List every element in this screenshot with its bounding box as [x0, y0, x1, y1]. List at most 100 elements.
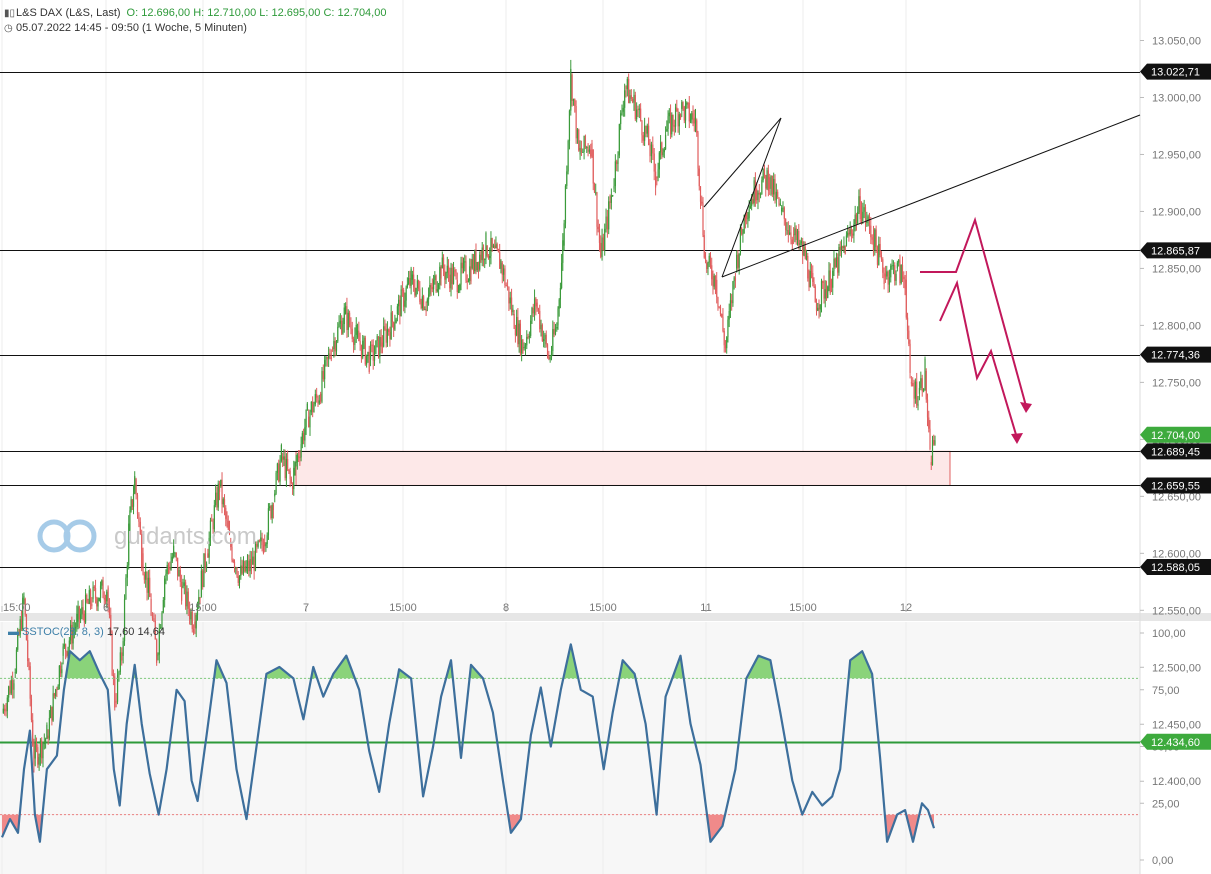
- candle-body: [364, 337, 366, 365]
- candle-body: [209, 520, 212, 538]
- chart-header: ▮▯ L&S DAX (L&S, Last) O: 12.696,00 H: 1…: [4, 6, 386, 36]
- y-tick-label: 75,00: [1152, 685, 1180, 697]
- candle-body: [372, 344, 374, 361]
- candle-body: [22, 597, 24, 629]
- candle-body: [688, 102, 690, 122]
- candle-body: [337, 326, 339, 342]
- candle-body: [4, 708, 6, 712]
- candle-body: [556, 327, 558, 329]
- candle-body: [492, 245, 495, 248]
- candle-body: [103, 597, 105, 600]
- candle-body: [616, 161, 618, 165]
- candle-body: [904, 279, 906, 289]
- candle-body: [241, 565, 243, 574]
- candle-body: [130, 499, 132, 511]
- candle-body: [393, 322, 395, 330]
- candle-body: [628, 78, 630, 104]
- candle-body: [178, 569, 180, 577]
- candle-body: [470, 266, 472, 282]
- candle-body: [51, 706, 53, 721]
- candle-body: [295, 462, 297, 464]
- candle-body: [161, 612, 163, 628]
- candle-body: [929, 428, 931, 450]
- x-tick-label: 15:00: [589, 602, 617, 614]
- candle-body: [583, 135, 585, 152]
- candle-body: [424, 309, 426, 311]
- candle-body: [116, 675, 119, 702]
- candle-body: [91, 603, 93, 607]
- candle-body: [835, 257, 838, 268]
- candle-body: [475, 251, 477, 271]
- candle-body: [572, 98, 575, 101]
- candle-body: [518, 323, 520, 345]
- candle-body: [441, 257, 443, 269]
- candle-body: [359, 341, 361, 345]
- candle-body: [432, 280, 435, 290]
- candle-body: [562, 240, 564, 263]
- candle-body: [348, 312, 351, 326]
- candle-body: [571, 74, 573, 101]
- candle-body: [737, 254, 739, 268]
- candle-body: [487, 255, 490, 259]
- candle-body: [813, 281, 815, 287]
- candle-body: [257, 540, 259, 547]
- support-tag-box: [1140, 733, 1211, 750]
- candle-body: [436, 289, 438, 292]
- candle-body: [294, 462, 296, 468]
- candle-body: [18, 631, 20, 635]
- candle-body: [681, 102, 683, 109]
- candle-body: [12, 680, 14, 690]
- candle-body: [684, 104, 687, 121]
- candle-body: [84, 594, 87, 623]
- candle-body: [791, 239, 793, 245]
- candle-body: [921, 378, 923, 392]
- candle-body: [343, 307, 345, 325]
- y-tick-label: 12.800,00: [1152, 320, 1201, 332]
- candle-body: [530, 320, 532, 336]
- candle-body: [758, 192, 760, 195]
- y-tick-label: 12.900,00: [1152, 206, 1201, 218]
- candle-body: [812, 272, 814, 282]
- candle-body: [709, 255, 712, 266]
- candle-body: [676, 107, 678, 112]
- candle-body: [765, 175, 767, 189]
- candle-body: [839, 247, 841, 252]
- candle-body: [714, 275, 717, 290]
- candle-body: [46, 724, 48, 739]
- candle-body: [818, 307, 820, 310]
- candle-body: [774, 179, 776, 201]
- instrument-name: L&S DAX (L&S, Last): [16, 7, 121, 19]
- candle-body: [305, 409, 307, 428]
- candle-body: [661, 142, 663, 156]
- candle-body: [606, 216, 608, 230]
- candle-body: [825, 289, 828, 299]
- candle-body: [653, 153, 655, 172]
- candle-body: [208, 537, 210, 558]
- candle-body: [236, 567, 238, 577]
- candle-body: [253, 556, 255, 571]
- candle-body: [395, 319, 397, 324]
- candle-body: [497, 249, 500, 253]
- candle-body: [512, 308, 514, 313]
- y-tick-label: 12.500,00: [1152, 662, 1201, 674]
- candle-body: [803, 246, 805, 256]
- candle-body: [717, 297, 719, 307]
- candle-body: [796, 231, 799, 240]
- candle-body: [793, 234, 795, 236]
- candle-body: [548, 356, 550, 359]
- x-tick-label: 6: [103, 602, 109, 614]
- candle-body: [398, 299, 400, 307]
- candle-body: [352, 339, 355, 345]
- candle-body: [410, 268, 412, 286]
- candle-body: [477, 261, 480, 270]
- candle-body: [754, 180, 756, 201]
- candle-body: [261, 537, 263, 546]
- candle-body: [832, 270, 834, 288]
- candle-body: [833, 258, 835, 271]
- candles: [2, 59, 936, 773]
- candle-body: [794, 228, 796, 236]
- candle-body: [455, 270, 457, 274]
- candle-body: [586, 147, 588, 149]
- candle-body: [390, 312, 392, 340]
